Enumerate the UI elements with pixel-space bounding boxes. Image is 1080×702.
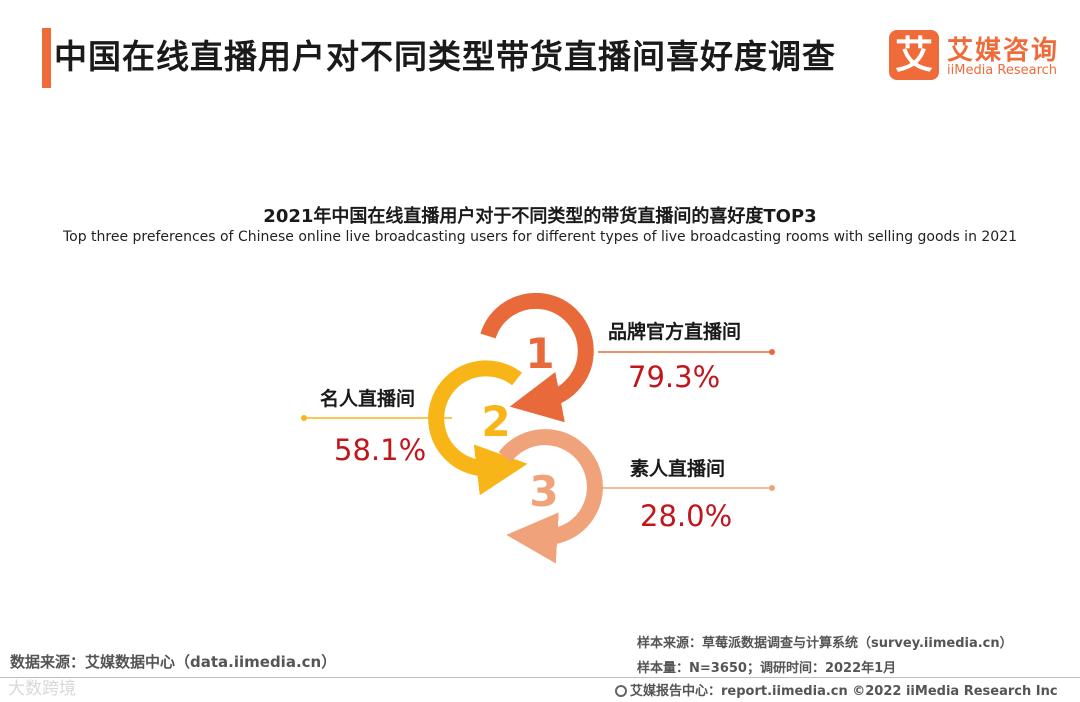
watermark: 大数跨境 (8, 679, 76, 699)
logo-name-en: iiMedia Research (947, 63, 1058, 78)
value-label-2: 58.1% (334, 433, 426, 467)
footer-divider (0, 677, 1080, 678)
title-accent-bar (42, 28, 51, 88)
rank-number-2: 2 (481, 397, 510, 446)
leader-line-1 (598, 349, 775, 355)
brand-logo: 艾 艾媒咨询 iiMedia Research (889, 30, 1069, 84)
rank-arc-2 (428, 360, 528, 496)
leader-line-2 (301, 415, 452, 421)
rank-arc-1 (480, 292, 594, 423)
page-title: 中国在线直播用户对不同类型带货直播间喜好度调查 (54, 37, 836, 76)
report-center-note: 艾媒报告中心：report.iimedia.cn ©2022 iiMedia R… (615, 680, 1058, 699)
rank-number-1: 1 (525, 329, 554, 378)
sample-size-note: 样本量：N=3650；调研时间：2022年1月 (637, 661, 897, 676)
rank-number-3: 3 (529, 467, 558, 516)
chart-title: 2021年中国在线直播用户对于不同类型的带货直播间的喜好度TOP3 (263, 206, 817, 227)
logo-mark: 艾 (889, 30, 939, 80)
report-center-text: 艾媒报告中心：report.iimedia.cn ©2022 iiMedia R… (630, 684, 1058, 699)
sample-source-note: 样本来源：草莓派数据调查与计算系统（survey.iimedia.cn） (637, 636, 1013, 651)
rank-arc-3 (498, 429, 603, 564)
value-label-3: 28.0% (640, 499, 732, 533)
globe-icon (615, 685, 627, 697)
category-label-1: 品牌官方直播间 (608, 320, 741, 343)
logo-name-cn: 艾媒咨询 (947, 36, 1060, 66)
chart-subtitle: Top three preferences of Chinese online … (62, 229, 1018, 245)
category-label-3: 素人直播间 (630, 457, 725, 480)
value-label-1: 79.3% (628, 360, 720, 394)
data-source-note: 数据来源：艾媒数据中心（data.iimedia.cn） (10, 653, 337, 671)
category-label-2: 名人直播间 (320, 387, 415, 410)
leader-line-3 (598, 485, 775, 491)
